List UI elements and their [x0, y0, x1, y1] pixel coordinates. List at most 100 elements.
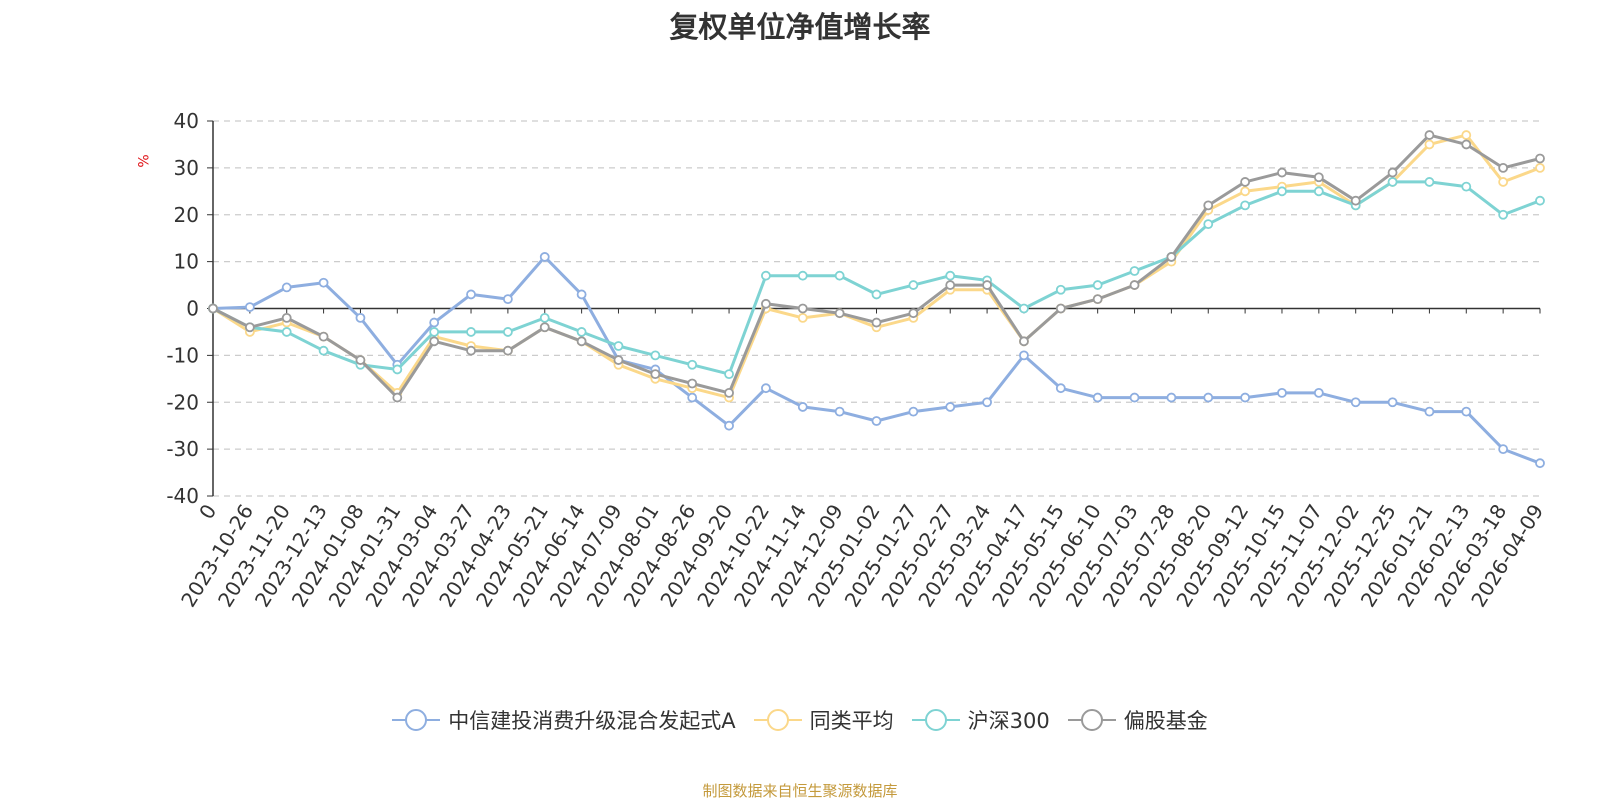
data-point [318, 345, 329, 356]
legend-marker-icon [753, 709, 802, 731]
data-point [1387, 177, 1398, 187]
data-point [1350, 397, 1361, 408]
data-point [1277, 387, 1287, 398]
y-tick-labels: 40 30 20 10 0 -10 -20 -30 -40 [166, 109, 199, 508]
data-point [724, 387, 734, 398]
data-point [1424, 177, 1435, 187]
legend-item[interactable]: 中信建投消费升级混合发起式A [392, 705, 736, 735]
data-point [761, 298, 771, 309]
data-point [392, 392, 403, 403]
y-tick-label: 10 [174, 250, 199, 274]
data-point [871, 317, 882, 328]
series-line [212, 133, 1541, 400]
data-point [1019, 303, 1029, 314]
data-point [466, 345, 476, 356]
data-point [1461, 181, 1472, 192]
legend-marker-icon [392, 709, 441, 731]
data-point [1092, 280, 1103, 290]
data-point [1129, 280, 1140, 290]
data-point [687, 378, 698, 389]
data-point [429, 317, 440, 328]
data-point [1535, 195, 1545, 206]
data-point [687, 392, 698, 403]
legend-label: 同类平均 [809, 709, 894, 733]
data-point [1166, 392, 1177, 403]
series-line [212, 180, 1541, 376]
data-point [392, 364, 403, 375]
data-point [1535, 162, 1545, 173]
series-lines [208, 130, 1545, 469]
data-point [466, 327, 476, 337]
data-point [613, 355, 624, 365]
y-tick-label: 40 [174, 109, 199, 133]
data-point [650, 350, 661, 361]
data-point [281, 282, 292, 293]
data-point [539, 312, 550, 323]
data-point [797, 270, 808, 281]
data-point [687, 359, 698, 370]
data-point [355, 312, 366, 323]
data-point [466, 289, 476, 300]
data-point [1461, 130, 1472, 140]
axes [207, 120, 1541, 497]
data-point [1092, 392, 1103, 403]
data-point [945, 270, 956, 281]
data-point [1387, 397, 1398, 408]
data-point [761, 270, 771, 281]
data-point [318, 331, 329, 342]
data-point [761, 383, 771, 394]
line-chart: 40 30 20 10 0 -10 -20 -30 -40 02023-10-262023-11… [166, 109, 1548, 611]
data-point [1166, 252, 1177, 262]
legend-label: 偏股基金 [1123, 709, 1208, 733]
data-point [724, 420, 734, 431]
data-point [1055, 284, 1066, 295]
legend-label: 中信建投消费升级混合发起式A [448, 709, 736, 733]
y-tick-label: 0 [186, 297, 199, 321]
data-point [1313, 387, 1324, 398]
data-point [797, 402, 808, 412]
data-point [1535, 153, 1545, 164]
data-point [1498, 177, 1509, 187]
legend-label: 沪深300 [967, 709, 1050, 733]
legend-marker-icon [1067, 709, 1116, 731]
data-point [797, 312, 808, 323]
data-point [1498, 209, 1509, 220]
y-tick-label: -40 [166, 484, 199, 508]
legend-item[interactable]: 同类平均 [753, 705, 894, 735]
data-point [1498, 444, 1509, 455]
data-point [244, 322, 255, 333]
data-point [576, 327, 587, 337]
y-tick-label: -30 [166, 437, 199, 461]
legend: 中信建投消费升级混合发起式A 同类平均 沪深300 偏股基金 [0, 705, 1600, 735]
series-line [212, 133, 1541, 400]
chart-title: 复权单位净值增长率 [669, 10, 931, 44]
data-point [1461, 406, 1472, 417]
data-point [1129, 266, 1140, 276]
data-point [982, 397, 992, 408]
data-point [908, 406, 919, 417]
data-point [429, 327, 440, 337]
data-point [1240, 200, 1251, 211]
legend-item[interactable]: 沪深300 [911, 705, 1050, 735]
data-point [871, 416, 882, 426]
data-point [871, 289, 882, 300]
data-point [208, 303, 218, 314]
data-point [834, 308, 845, 319]
series-line [212, 255, 1541, 465]
data-point [502, 327, 513, 337]
data-point [908, 280, 919, 290]
data-point [576, 336, 587, 347]
data-point [281, 327, 292, 337]
data-point [1461, 139, 1472, 150]
legend-item[interactable]: 偏股基金 [1067, 705, 1208, 735]
data-point [244, 302, 255, 312]
grid-lines [213, 120, 1540, 497]
data-point [355, 355, 366, 365]
data-point [945, 280, 956, 290]
data-point [908, 308, 919, 319]
data-point [429, 336, 440, 347]
data-point [1277, 167, 1287, 178]
data-point [539, 322, 550, 333]
data-point [502, 294, 513, 305]
data-point [318, 277, 329, 288]
